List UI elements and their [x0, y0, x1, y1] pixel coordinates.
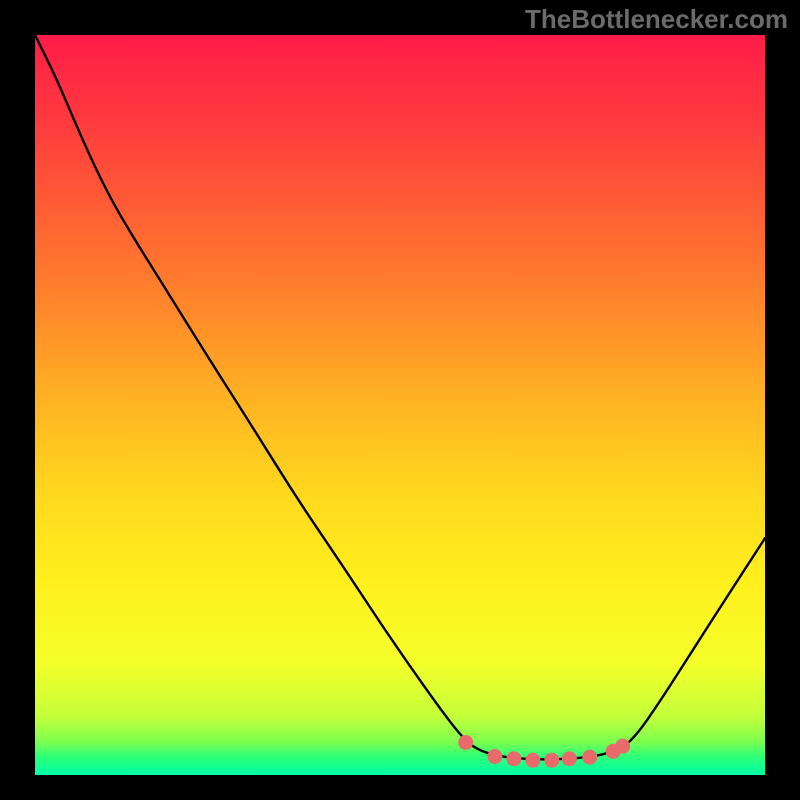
watermark-text: TheBottlenecker.com [525, 4, 788, 35]
optimal-marker [582, 750, 597, 765]
optimal-marker [506, 751, 521, 766]
chart-area [35, 35, 765, 775]
optimal-marker [544, 753, 559, 768]
chart-background [35, 35, 765, 775]
optimal-marker [487, 749, 502, 764]
optimal-marker [562, 751, 577, 766]
bottleneck-curve-chart [35, 35, 765, 775]
optimal-marker [525, 753, 540, 768]
optimal-marker [458, 735, 473, 750]
optimal-marker [615, 739, 630, 754]
